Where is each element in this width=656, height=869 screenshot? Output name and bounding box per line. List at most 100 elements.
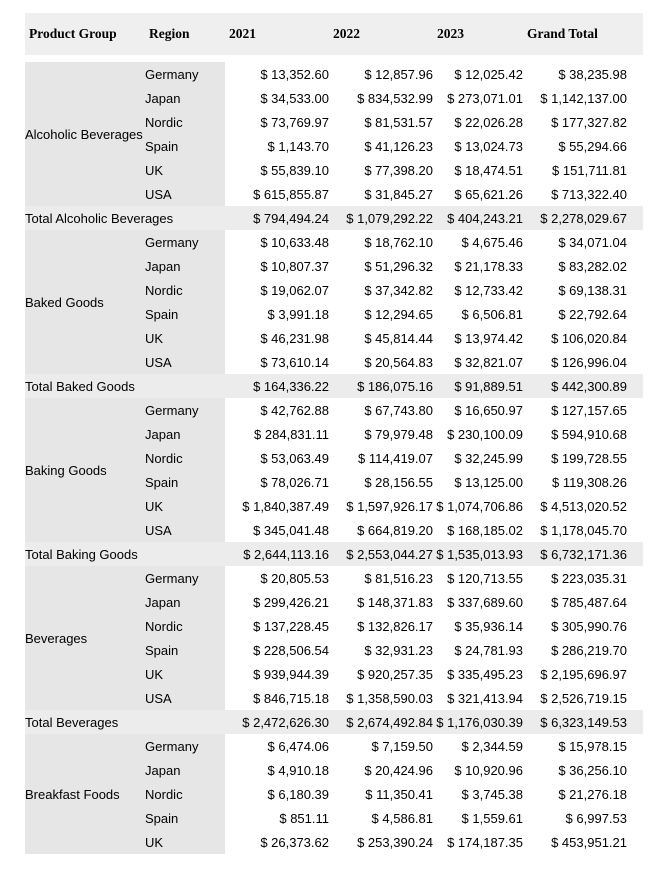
value-cell: $ 20,564.83 [329,350,433,374]
region-cell: UK [145,158,225,182]
value-cell: $ 13,352.60 [225,62,329,86]
region-cell: Japan [145,590,225,614]
value-cell: $ 2,195,696.97 [523,662,643,686]
value-cell: $ 299,426.21 [225,590,329,614]
value-cell: $ 335,495.23 [433,662,523,686]
region-cell: USA [145,350,225,374]
region-cell: Germany [145,62,225,86]
value-cell: $ 22,026.28 [433,110,523,134]
value-cell: $ 21,276.18 [523,782,643,806]
value-cell: $ 83,282.02 [523,254,643,278]
value-cell: $ 230,100.09 [433,422,523,446]
region-cell: Nordic [145,278,225,302]
region-cell: Japan [145,422,225,446]
value-cell: $ 120,713.55 [433,566,523,590]
value-cell: $ 12,857.96 [329,62,433,86]
value-cell: $ 73,610.14 [225,350,329,374]
value-cell: $ 137,228.45 [225,614,329,638]
value-cell: $ 42,762.88 [225,398,329,422]
total-value-cell: $ 404,243.21 [433,206,523,230]
table-row: Spain $ 78,026.71 $ 28,156.55 $ 13,125.00 $ … [25,470,643,494]
total-value-cell: $ 91,889.51 [433,374,523,398]
value-cell: $ 253,390.24 [329,830,433,854]
table-row: Japan $ 284,831.11 $ 79,979.48 $ 230,100.09… [25,422,643,446]
value-cell: $ 286,219.70 [523,638,643,662]
value-cell: $ 2,344.59 [433,734,523,758]
table-row: Nordic $ 19,062.07 $ 37,342.82 $ 12,733.42 $… [25,278,643,302]
value-cell: $ 6,180.39 [225,782,329,806]
value-cell: $ 21,178.33 [433,254,523,278]
value-cell: $ 18,762.10 [329,230,433,254]
table-row: Nordic $ 53,063.49 $ 114,419.07 $ 32,245.99… [25,446,643,470]
region-cell: Japan [145,254,225,278]
total-value-cell: $ 2,644,113.16 [225,542,329,566]
value-cell: $ 114,419.07 [329,446,433,470]
value-cell: $ 7,159.50 [329,734,433,758]
region-cell: Spain [145,806,225,830]
total-value-cell: $ 6,732,171.36 [523,542,643,566]
table-row: Alcoholic Beverages Germany $ 13,352.60 $ 1… [25,62,643,206]
table-row: Spain $ 3,991.18 $ 12,294.65 $ 6,506.81 $ 22… [25,302,643,326]
total-value-cell: $ 2,674,492.84 [329,710,433,734]
region-cell: Nordic [145,614,225,638]
product-group-cell: Beverages [25,566,145,710]
value-cell: $ 18,474.51 [433,158,523,182]
product-group-cell: Breakfast Foods [25,734,145,854]
value-cell: $ 785,487.64 [523,590,643,614]
value-cell: $ 6,997.53 [523,806,643,830]
table-row: Japan $ 4,910.18 $ 20,424.96 $ 10,920.96 $ 3… [25,758,643,782]
value-cell: $ 38,235.98 [523,62,643,86]
region-cell: Spain [145,638,225,662]
region-cell: USA [145,686,225,710]
value-cell: $ 594,910.68 [523,422,643,446]
col-header-2022: 2022 [329,13,433,55]
value-cell: $ 34,071.04 [523,230,643,254]
value-cell: $ 79,979.48 [329,422,433,446]
value-cell: $ 35,936.14 [433,614,523,638]
value-cell: $ 11,350.41 [329,782,433,806]
table-row: UK $ 26,373.62 $ 253,390.24 $ 174,187.35 $ 4… [25,830,643,854]
value-cell: $ 1,597,926.17 [329,494,433,518]
value-cell: $ 55,839.10 [225,158,329,182]
total-value-cell: $ 1,079,292.22 [329,206,433,230]
col-header-product-group: Product Group [25,13,145,55]
table-row: UK $ 55,839.10 $ 77,398.20 $ 18,474.51 $ 151… [25,158,643,182]
table-row: Japan $ 299,426.21 $ 148,371.83 $ 337,689.6… [25,590,643,614]
total-value-cell: $ 1,535,013.93 [433,542,523,566]
value-cell: $ 28,156.55 [329,470,433,494]
product-group-cell: Baking Goods [25,398,145,542]
value-cell: $ 51,296.32 [329,254,433,278]
table-row: USA $ 73,610.14 $ 20,564.83 $ 32,821.07 $ 12… [25,350,643,374]
region-cell: Nordic [145,110,225,134]
value-cell: $ 41,126.23 [329,134,433,158]
value-cell: $ 132,826.17 [329,614,433,638]
value-cell: $ 127,157.65 [523,398,643,422]
product-group-cell: Alcoholic Beverages [25,62,145,206]
region-cell: Spain [145,302,225,326]
table-row: Spain $ 851.11 $ 4,586.81 $ 1,559.61 $ 6,997… [25,806,643,830]
region-cell: USA [145,518,225,542]
value-cell: $ 46,231.98 [225,326,329,350]
total-value-cell: $ 2,278,029.67 [523,206,643,230]
value-cell: $ 13,024.73 [433,134,523,158]
value-cell: $ 2,526,719.15 [523,686,643,710]
value-cell: $ 3,991.18 [225,302,329,326]
value-cell: $ 1,074,706.86 [433,494,523,518]
value-cell: $ 69,138.31 [523,278,643,302]
region-cell: UK [145,662,225,686]
value-cell: $ 851.11 [225,806,329,830]
region-cell: UK [145,326,225,350]
col-header-2021: 2021 [225,13,329,55]
value-cell: $ 228,506.54 [225,638,329,662]
value-cell: $ 1,559.61 [433,806,523,830]
value-cell: $ 1,178,045.70 [523,518,643,542]
value-cell: $ 4,910.18 [225,758,329,782]
value-cell: $ 453,951.21 [523,830,643,854]
value-cell: $ 273,071.01 [433,86,523,110]
value-cell: $ 106,020.84 [523,326,643,350]
value-cell: $ 67,743.80 [329,398,433,422]
region-cell: UK [145,830,225,854]
value-cell: $ 34,533.00 [225,86,329,110]
table-row: UK $ 1,840,387.49 $ 1,597,926.17 $ 1,074,70… [25,494,643,518]
